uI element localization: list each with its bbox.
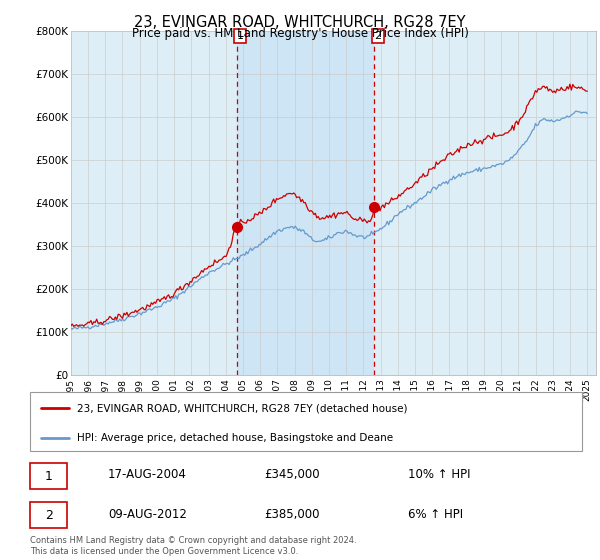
FancyBboxPatch shape bbox=[30, 392, 582, 451]
Text: Contains HM Land Registry data © Crown copyright and database right 2024.
This d: Contains HM Land Registry data © Crown c… bbox=[30, 536, 356, 556]
Text: 17-AUG-2004: 17-AUG-2004 bbox=[108, 468, 187, 482]
Text: 10% ↑ HPI: 10% ↑ HPI bbox=[408, 468, 470, 482]
Bar bbox=[236, 31, 374, 375]
Text: 1: 1 bbox=[236, 31, 244, 41]
FancyBboxPatch shape bbox=[30, 463, 67, 489]
Text: £345,000: £345,000 bbox=[264, 468, 320, 482]
Text: 23, EVINGAR ROAD, WHITCHURCH, RG28 7EY (detached house): 23, EVINGAR ROAD, WHITCHURCH, RG28 7EY (… bbox=[77, 403, 407, 413]
Text: Price paid vs. HM Land Registry's House Price Index (HPI): Price paid vs. HM Land Registry's House … bbox=[131, 27, 469, 40]
Text: HPI: Average price, detached house, Basingstoke and Deane: HPI: Average price, detached house, Basi… bbox=[77, 433, 393, 443]
FancyBboxPatch shape bbox=[30, 502, 67, 528]
Text: 1: 1 bbox=[44, 469, 53, 483]
Text: £385,000: £385,000 bbox=[264, 507, 320, 521]
Text: 2: 2 bbox=[374, 31, 382, 41]
Text: 2: 2 bbox=[44, 508, 53, 522]
Text: 09-AUG-2012: 09-AUG-2012 bbox=[108, 507, 187, 521]
Text: 23, EVINGAR ROAD, WHITCHURCH, RG28 7EY: 23, EVINGAR ROAD, WHITCHURCH, RG28 7EY bbox=[134, 15, 466, 30]
Text: 6% ↑ HPI: 6% ↑ HPI bbox=[408, 507, 463, 521]
